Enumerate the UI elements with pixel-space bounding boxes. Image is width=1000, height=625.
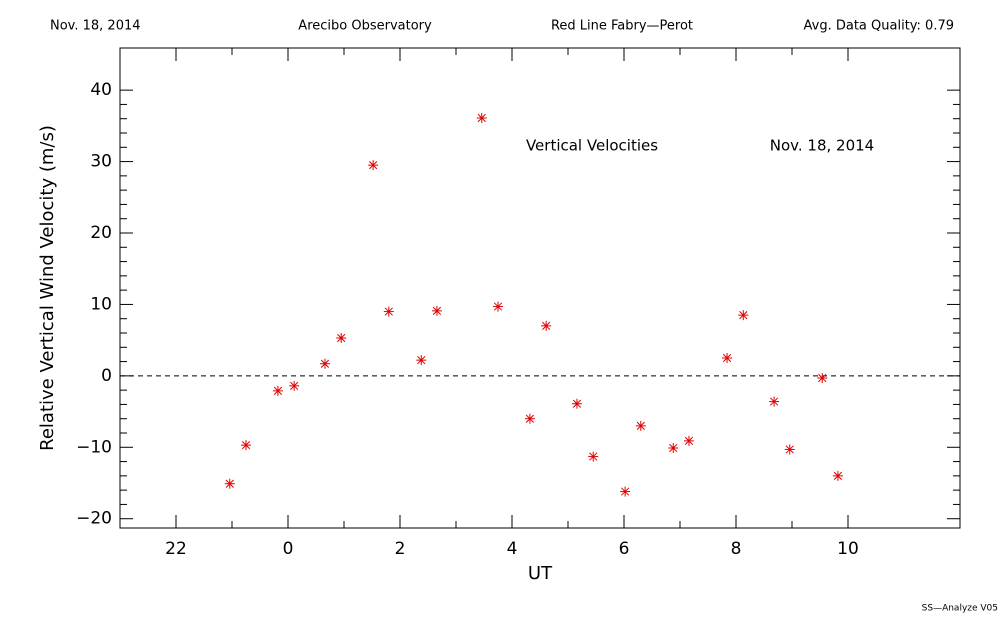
annotation: Nov. 18, 2014 (770, 137, 874, 155)
x-tick-label: 0 (283, 539, 294, 559)
data-point (738, 310, 749, 321)
asterisk-stroke (493, 302, 503, 311)
x-tick-label: 8 (731, 539, 742, 559)
annotation: Vertical Velocities (526, 137, 658, 155)
asterisk-stroke (432, 306, 442, 315)
asterisk-stroke (384, 307, 393, 316)
x-axis-label: UT (528, 563, 553, 584)
data-point (722, 353, 733, 363)
header-instrument: Red Line Fabry—Perot (551, 19, 693, 34)
asterisk-stroke (785, 445, 794, 454)
asterisk-stroke (589, 452, 598, 461)
y-tick-label: −20 (76, 509, 112, 529)
asterisk-stroke (225, 479, 234, 488)
data-point (620, 486, 631, 497)
y-tick-label: 0 (101, 366, 112, 386)
data-point (336, 333, 347, 343)
asterisk-stroke (833, 471, 843, 480)
data-point (541, 320, 552, 331)
asterisk-stroke (241, 441, 251, 450)
data-point (524, 413, 535, 424)
x-tick-label: 2 (395, 539, 406, 559)
data-point (368, 160, 379, 171)
y-tick-label: 30 (90, 152, 112, 172)
data-point (817, 373, 828, 383)
data-point (493, 301, 503, 312)
data-point (431, 305, 442, 316)
asterisk-stroke (818, 373, 827, 383)
data-point (571, 398, 582, 409)
x-tick-label: 22 (165, 539, 187, 559)
data-point (668, 443, 679, 453)
footer: SS—Analyze V05 (922, 604, 998, 614)
asterisk-stroke (290, 381, 299, 390)
asterisk-stroke (684, 436, 694, 445)
y-tick-label: −10 (76, 437, 112, 457)
asterisk-stroke (525, 414, 535, 423)
y-tick-label: 20 (90, 223, 112, 243)
asterisk-stroke (477, 113, 486, 123)
data-point (224, 478, 235, 489)
data-point (683, 435, 694, 446)
data-point (769, 396, 780, 407)
asterisk-stroke (769, 397, 779, 406)
data-point (832, 470, 843, 481)
data-point (476, 113, 487, 123)
asterisk-stroke (722, 353, 732, 363)
asterisk-stroke (369, 161, 378, 170)
asterisk-stroke (273, 386, 283, 395)
data-point (272, 385, 283, 396)
data-point (588, 451, 599, 462)
asterisk-stroke (417, 356, 426, 365)
y-tick-label: 10 (90, 294, 112, 314)
header-date: Nov. 18, 2014 (50, 19, 141, 34)
header-site: Arecibo Observatory (298, 19, 432, 34)
asterisk-stroke (669, 443, 678, 453)
data-point (784, 444, 795, 455)
asterisk-stroke (337, 333, 346, 343)
asterisk-stroke (621, 487, 630, 496)
data-point (241, 440, 251, 451)
asterisk-stroke (572, 399, 582, 408)
data-point (383, 306, 394, 317)
asterisk-stroke (636, 421, 645, 430)
plot-frame (119, 47, 961, 529)
x-tick-label: 10 (837, 539, 859, 559)
data-point (319, 358, 330, 369)
asterisk-stroke (739, 311, 748, 320)
y-axis-label: Relative Vertical Wind Velocity (m/s) (37, 125, 58, 451)
asterisk-stroke (542, 321, 551, 330)
y-tick-label: 40 (90, 80, 112, 100)
x-tick-label: 6 (619, 539, 630, 559)
data-point (635, 420, 646, 431)
header-quality: Avg. Data Quality: 0.79 (804, 19, 954, 34)
data-point (416, 355, 427, 366)
x-tick-label: 4 (507, 539, 518, 559)
asterisk-stroke (320, 359, 330, 368)
data-point (289, 380, 300, 391)
